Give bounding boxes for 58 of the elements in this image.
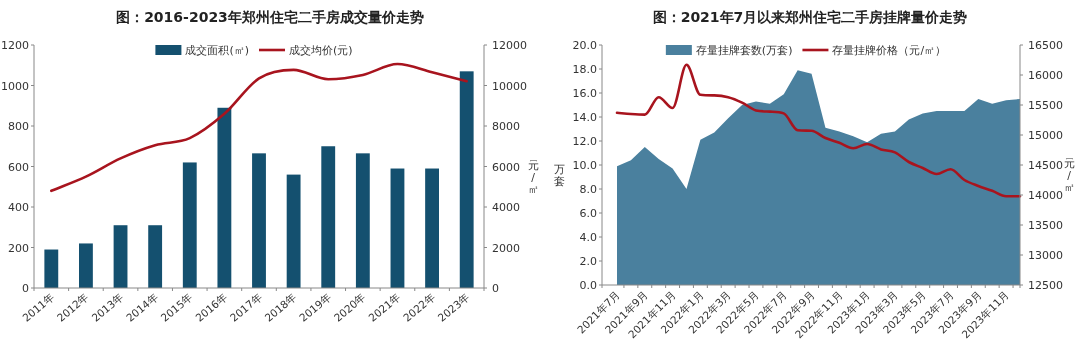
y-tick-label: 0 [22,282,29,295]
y-tick-label: 600 [8,160,29,174]
y2-tick-label: 2000 [492,241,520,255]
y2-tick-label: 13000 [1028,249,1063,262]
chart-title: 图：2016-2023年郑州住宅二手房成交量价走势 [116,9,424,25]
y2-tick-label: 12000 [492,39,527,52]
y2-tick-label: 14500 [1028,159,1063,172]
y2-tick-label: 15000 [1028,129,1063,142]
chart-title: 图：2021年7月以来郑州住宅二手房挂牌量价走势 [652,9,968,25]
bar [286,174,301,288]
y-tick-label: 8.0 [579,183,597,196]
y-tick-label: 10.0 [572,159,597,172]
y2-tick-label: 16000 [1028,69,1063,82]
bar [44,249,59,288]
legend-label: 成交均价(元) [289,44,353,57]
bar [321,146,336,288]
y2-tick-label: 12500 [1028,279,1063,292]
bar [148,225,163,288]
y-tick-label: 6.0 [579,207,597,220]
y2-tick-label: 10000 [492,79,527,93]
y2-tick-label: 0 [492,282,499,295]
y-tick-label: 1000 [1,79,29,93]
y2-tick-label: 6000 [492,160,520,174]
bar [355,153,370,288]
y-tick-label: 18.0 [572,63,597,76]
bar [425,168,439,288]
line-series [615,63,1022,198]
y-tick-label: 200 [8,241,29,255]
bar [390,168,405,288]
y-tick-label: 400 [8,201,29,214]
y-tick-label: 16.0 [572,87,597,100]
y2-tick-label: 13500 [1028,219,1063,232]
bar [113,225,128,288]
y2-tick-label: 4000 [492,201,520,214]
line-series [50,62,468,193]
bar [182,162,197,288]
y-tick-label: 20.0 [572,39,597,52]
y-tick-label: 800 [8,120,29,133]
y-tick-label: 4.0 [579,231,597,244]
y-tick-label: 1200 [1,39,29,52]
y2-tick-label: 16500 [1028,39,1063,52]
y-axis-title: 万套 [553,163,565,188]
y2-tick-label: 8000 [492,120,520,133]
y-tick-label: 0.0 [579,279,597,292]
legend-label: 存量挂牌价格（元/㎡） [832,44,947,57]
bar [79,243,93,288]
y2-axis-title: 元/㎡ [527,158,539,196]
y2-tick-label: 15500 [1028,99,1063,112]
y2-axis-title: 元/㎡ [1063,157,1075,194]
bar [217,107,232,288]
y-tick-label: 14.0 [572,111,597,124]
y-tick-label: 2.0 [579,255,597,268]
bar [252,153,266,288]
legend-label: 存量挂牌套数(万套) [695,44,793,57]
legend-label: 成交面积(㎡) [185,44,249,57]
y-tick-label: 12.0 [572,135,597,148]
y2-tick-label: 14000 [1028,189,1063,202]
bar [459,71,474,288]
